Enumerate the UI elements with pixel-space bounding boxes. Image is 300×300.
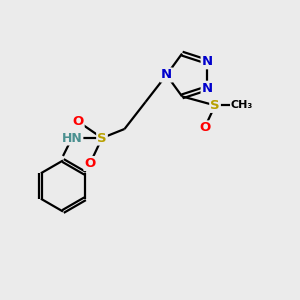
Text: HN: HN (61, 131, 82, 145)
Text: O: O (199, 122, 210, 134)
Text: N: N (202, 55, 213, 68)
Text: S: S (210, 99, 220, 112)
Text: O: O (72, 115, 84, 128)
Text: N: N (202, 82, 213, 95)
Text: O: O (84, 157, 96, 170)
Text: CH₃: CH₃ (231, 100, 253, 110)
Text: S: S (97, 131, 107, 145)
Text: N: N (161, 68, 172, 82)
